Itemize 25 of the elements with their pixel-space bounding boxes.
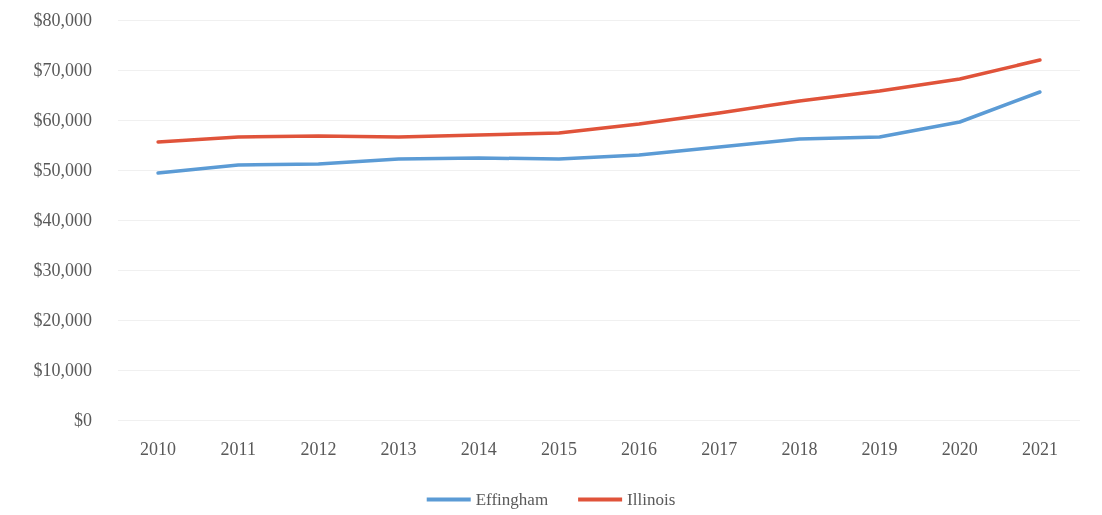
y-tick-label: $50,000 bbox=[33, 160, 92, 180]
y-tick-label: $20,000 bbox=[33, 310, 92, 330]
x-tick-label: 2013 bbox=[380, 439, 417, 459]
line-series bbox=[156, 58, 1042, 144]
legend-label: Illinois bbox=[627, 490, 676, 509]
x-tick-label: 2021 bbox=[1021, 439, 1058, 459]
x-tick-label: 2015 bbox=[540, 439, 577, 459]
y-tick-label: $0 bbox=[74, 410, 92, 430]
x-tick-label: 2017 bbox=[701, 439, 738, 459]
x-tick-label: 2010 bbox=[140, 439, 177, 459]
y-tick-label: $70,000 bbox=[33, 60, 92, 80]
x-tick-label: 2014 bbox=[460, 439, 497, 459]
x-tick-label: 2020 bbox=[941, 439, 978, 459]
x-tick-label: 2018 bbox=[781, 439, 818, 459]
x-tick-label: 2011 bbox=[220, 439, 256, 459]
y-tick-label: $30,000 bbox=[33, 260, 92, 280]
y-tick-label: $10,000 bbox=[33, 360, 92, 380]
line-series bbox=[156, 90, 1042, 175]
x-tick-label: 2016 bbox=[621, 439, 658, 459]
y-tick-label: $40,000 bbox=[33, 210, 92, 230]
y-tick-label: $60,000 bbox=[33, 110, 92, 130]
x-tick-label: 2019 bbox=[861, 439, 898, 459]
legend-label: Effingham bbox=[475, 490, 549, 509]
x-tick-label: 2012 bbox=[300, 439, 337, 459]
y-tick-label: $80,000 bbox=[33, 10, 92, 30]
